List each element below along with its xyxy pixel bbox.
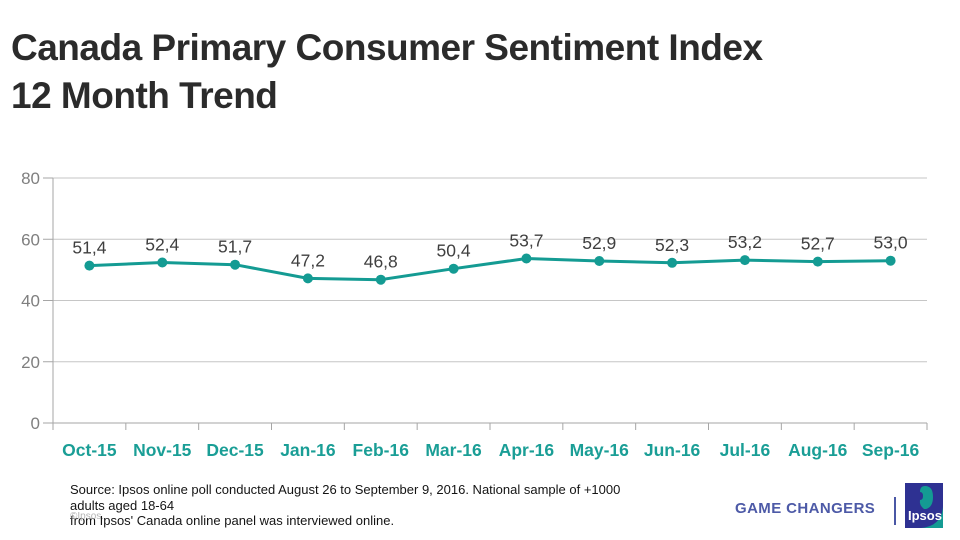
data-point — [302, 273, 313, 284]
data-point — [375, 274, 386, 285]
x-axis-label: Nov-15 — [133, 440, 192, 460]
title-line-1: Canada Primary Consumer Sentiment Index — [11, 27, 763, 68]
y-axis-label: 20 — [21, 353, 40, 372]
title-line-2: 12 Month Trend — [11, 75, 278, 116]
data-label: 52,9 — [582, 233, 616, 253]
data-point — [157, 257, 168, 268]
y-axis-label: 0 — [31, 414, 40, 433]
x-axis-label: Dec-15 — [206, 440, 264, 460]
source-line-2: from Ipsos' Canada online panel was inte… — [70, 513, 395, 528]
data-point — [739, 255, 750, 266]
copyright-note: ©Ipsos. — [70, 511, 105, 522]
logo-face-glyph — [919, 486, 933, 509]
logo-corner-swoosh — [921, 506, 943, 528]
x-axis-label: Jul-16 — [720, 440, 771, 460]
data-label: 50,4 — [437, 241, 471, 261]
x-axis-label: Sep-16 — [862, 440, 920, 460]
source-line-1: Source: Ipsos online poll conducted Augu… — [70, 482, 621, 513]
game-changers-tagline: GAME CHANGERS — [735, 500, 876, 517]
data-label: 47,2 — [291, 250, 325, 270]
chart-canvas: 0 20 40 60 80 Oct-15 Nov-15 Dec-15 Jan-16 Feb-16 M… — [21, 169, 928, 460]
y-axis-label: 40 — [21, 292, 40, 311]
data-label: 53,2 — [728, 232, 762, 252]
data-label: 46,8 — [364, 252, 398, 272]
x-axis-label: Jun-16 — [644, 440, 701, 460]
data-point — [521, 253, 532, 264]
x-axis-label: Jan-16 — [280, 440, 336, 460]
y-axis-label: 60 — [21, 230, 40, 249]
x-axis-label: Oct-15 — [62, 440, 117, 460]
data-point — [885, 255, 896, 266]
data-label: 52,3 — [655, 235, 689, 255]
data-point — [594, 256, 605, 266]
logo-wordmark: Ipsos — [908, 508, 942, 523]
data-label: 52,7 — [801, 234, 835, 254]
data-label: 52,4 — [145, 235, 179, 255]
data-label: 53,0 — [874, 233, 908, 253]
data-point — [84, 260, 95, 271]
sentiment-line-chart: 0 20 40 60 80 Oct-15 Nov-15 Dec-15 Jan-16 Feb-16 M… — [0, 160, 960, 480]
x-axis-label: Mar-16 — [425, 440, 482, 460]
y-axis-label: 80 — [21, 169, 40, 188]
x-axis-label: Aug-16 — [788, 440, 848, 460]
data-label: 51,4 — [72, 238, 106, 258]
ipsos-logo: Ipsos — [905, 483, 943, 528]
x-axis-label: Feb-16 — [353, 440, 410, 460]
x-axis-label: Apr-16 — [499, 440, 555, 460]
data-point — [812, 256, 823, 267]
data-point — [230, 259, 241, 270]
data-label: 53,7 — [509, 231, 543, 251]
footer-divider — [894, 497, 896, 525]
page-title: Canada Primary Consumer Sentiment Index … — [11, 24, 763, 120]
data-point — [448, 263, 459, 274]
source-note: Source: Ipsos online poll conducted Augu… — [70, 482, 645, 529]
data-label: 51,7 — [218, 237, 252, 257]
x-axis-label: May-16 — [570, 440, 630, 460]
series-line — [87, 257, 893, 282]
data-point — [667, 257, 678, 268]
